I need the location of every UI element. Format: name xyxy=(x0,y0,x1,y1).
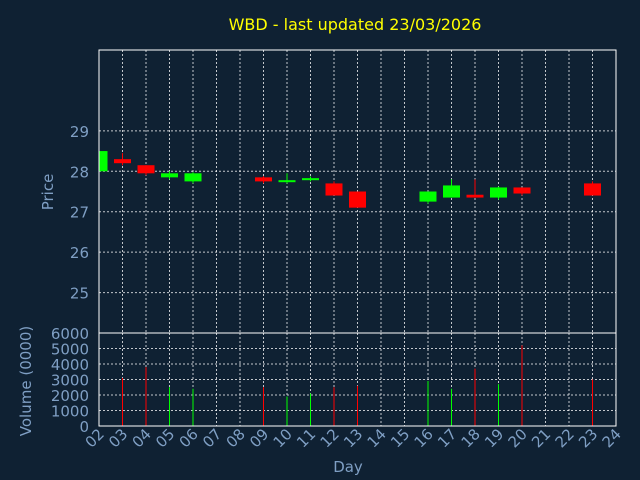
price-tick-label: 27 xyxy=(70,204,89,222)
volume-tick-label: 1000 xyxy=(51,403,89,421)
volume-panel-frame xyxy=(98,332,617,427)
x-tick-label: 17 xyxy=(434,425,460,451)
x-tick-label: 05 xyxy=(152,425,178,451)
chart-title: WBD - last updated 23/03/2026 xyxy=(229,15,482,34)
candle-body xyxy=(302,178,319,181)
candle-body xyxy=(584,183,601,196)
candle-body xyxy=(513,187,531,194)
price-tick-label: 26 xyxy=(70,244,89,262)
x-tick-label: 19 xyxy=(481,425,507,451)
x-tick-label: 12 xyxy=(317,425,343,451)
price-tick-label: 28 xyxy=(70,163,89,181)
price-axis-ticks: 25 26 27 28 29 xyxy=(70,123,89,303)
price-tick-label: 29 xyxy=(70,123,89,141)
x-tick-label: 20 xyxy=(505,425,531,451)
candle-body xyxy=(466,194,484,198)
x-tick-label: 08 xyxy=(223,425,249,451)
x-tick-label: 13 xyxy=(340,425,366,451)
price-tick-label: 25 xyxy=(70,285,89,303)
x-tick-label: 10 xyxy=(270,425,296,451)
x-tick-label: 06 xyxy=(176,425,202,451)
volume-tick-label: 2000 xyxy=(51,387,89,405)
x-tick-label: 23 xyxy=(575,425,601,451)
candle-body xyxy=(99,151,108,172)
candle-body xyxy=(161,173,178,178)
x-tick-label: 03 xyxy=(105,425,131,451)
volume-tick-label: 3000 xyxy=(51,372,89,390)
candle-body xyxy=(184,173,202,182)
price-candles xyxy=(98,151,601,208)
x-tick-label: 16 xyxy=(411,425,437,451)
candle-body xyxy=(349,191,366,208)
volume-tick-label: 0 xyxy=(79,418,89,436)
x-tick-label: 14 xyxy=(364,425,390,451)
candle-body xyxy=(443,185,460,198)
x-tick-label: 15 xyxy=(387,425,413,451)
candle-body xyxy=(137,165,155,174)
x-tick-label: 04 xyxy=(129,425,155,451)
x-tick-label: 18 xyxy=(458,425,484,451)
x-tick-label: 07 xyxy=(199,425,225,451)
candle-body xyxy=(278,180,296,183)
x-tick-label: 11 xyxy=(293,425,319,451)
x-tick-label: 24 xyxy=(599,425,625,451)
candle-body xyxy=(490,187,507,198)
candle-body xyxy=(325,183,343,196)
price-axis-label: Price xyxy=(39,174,57,211)
candle-body xyxy=(255,177,272,182)
volume-tick-label: 4000 xyxy=(51,356,89,374)
x-tick-label: 22 xyxy=(552,425,578,451)
x-tick-label: 09 xyxy=(246,425,272,451)
volume-axis-label: Volume (0000) xyxy=(17,326,35,436)
x-axis-ticks: 0203040506070809101112131415161718192021… xyxy=(82,425,625,451)
volume-tick-label: 6000 xyxy=(51,325,89,343)
x-axis-label: Day xyxy=(333,458,363,476)
candle-body xyxy=(419,191,437,202)
volume-bars xyxy=(122,345,593,426)
x-tick-label: 21 xyxy=(528,425,554,451)
candle-body xyxy=(114,159,131,164)
volume-tick-label: 5000 xyxy=(51,341,89,359)
